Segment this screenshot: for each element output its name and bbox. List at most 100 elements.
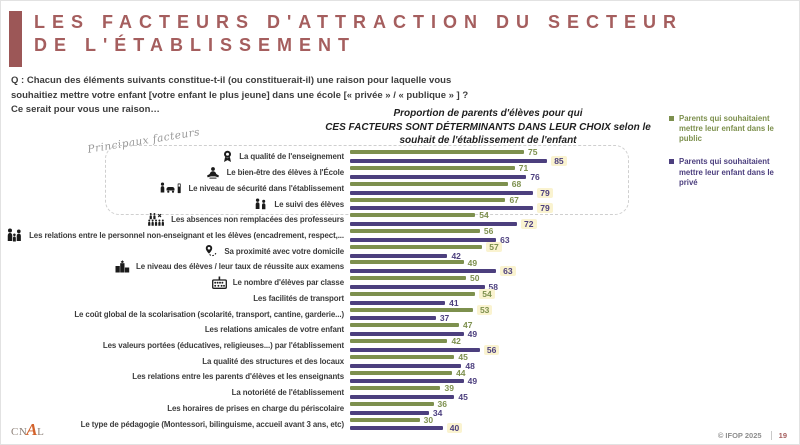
row-label-cell: Le type de pédagogie (Montessori, biling… <box>21 420 344 429</box>
row-bars: 54 41 <box>350 288 495 308</box>
public-bar <box>350 213 476 218</box>
bar-row: Les valeurs portées (éducatives, religie… <box>21 337 791 355</box>
public-bar <box>350 323 460 328</box>
row-label: Les facilités de transport <box>253 293 344 303</box>
row-label-cell: Le niveau des élèves / leur taux de réus… <box>21 260 344 273</box>
bar-row: Les relations amicales de votre enfant 4… <box>21 321 791 340</box>
row-label: Les absences non remplacées des professe… <box>171 215 344 225</box>
abacus-icon <box>211 276 227 290</box>
prive-bar <box>350 285 485 289</box>
bar-row: Les relations entre les parents d'élèves… <box>21 368 791 387</box>
bar-row: La qualité des structures et des locaux … <box>21 351 791 370</box>
row-label: La qualité de l'enseignement <box>239 152 344 162</box>
row-bars: 42 56 <box>350 337 500 355</box>
cnal-logo: CNAL <box>11 420 45 439</box>
public-bar <box>350 181 508 186</box>
row-label-cell: Le coût global de la scolarisation (scol… <box>21 310 344 319</box>
row-label-cell: Les relations entre le personnel non-ens… <box>7 228 344 242</box>
prive-bar <box>350 395 455 400</box>
prive-bar <box>350 363 462 368</box>
prive-value: 42 <box>451 250 461 261</box>
row-bars: 39 45 <box>350 384 468 401</box>
bar-rows: La qualité de l'enseignement 75 85 Le bi… <box>7 148 791 434</box>
bar-row: La notoriété de l'établissement 39 45 <box>21 384 791 401</box>
public-bar <box>350 197 506 202</box>
bar-row: Sa proximité avec votre domicile 57 42 <box>21 241 791 261</box>
footer-right: © IFOP 2025 19 <box>718 431 787 440</box>
row-bars: 67 79 <box>350 195 553 214</box>
row-bars: 53 37 <box>350 304 493 324</box>
public-value: 30 <box>423 414 434 425</box>
row-label-cell: Le bien-être des élèves à l'École <box>21 166 345 179</box>
prive-value: 63 <box>500 234 510 245</box>
bar-row: Le coût global de la scolarisation (scol… <box>21 304 791 324</box>
row-label: La notoriété de l'établissement <box>231 388 344 398</box>
row-label: La qualité des structures et des locaux <box>202 356 344 366</box>
legend-label-public: Parents qui souhaitaient mettre leur enf… <box>679 114 774 144</box>
row-label-cell: Les relations entre les parents d'élèves… <box>21 372 344 381</box>
prive-value: 85 <box>551 156 567 167</box>
public-value: 54 <box>479 288 495 299</box>
public-bar <box>350 150 524 155</box>
prive-bar <box>350 332 464 337</box>
medal-icon <box>222 150 233 163</box>
row-label-cell: La notoriété de l'établissement <box>21 388 344 397</box>
chart-title-line: CES FACTEURS SONT DÉTERMINANTS DANS LEUR… <box>325 121 651 133</box>
public-value: 54 <box>479 210 489 221</box>
prive-bar <box>350 410 429 415</box>
public-value: 56 <box>483 226 494 237</box>
row-label-cell: Le suivi des élèves <box>21 198 344 210</box>
footer: CNAL © IFOP 2025 19 <box>11 420 787 440</box>
public-bar <box>350 260 464 265</box>
prive-value: 49 <box>467 329 478 340</box>
row-label-cell: La qualité des structures et des locaux <box>21 357 344 366</box>
legend-bullet-prive-icon <box>669 159 674 165</box>
row-label: Le nombre d'élèves par classe <box>232 278 344 288</box>
prive-value: 76 <box>530 171 540 182</box>
row-label: Sa proximité avec votre domicile <box>224 246 344 256</box>
row-bars: 44 49 <box>350 368 478 387</box>
prive-bar <box>350 206 534 211</box>
prive-bar <box>350 237 497 242</box>
bar-row: Les absences non remplacées des professe… <box>21 210 791 230</box>
public-value: 36 <box>437 398 447 409</box>
public-bar <box>350 401 434 406</box>
row-label-cell: Les horaires de prises en charge du péri… <box>21 404 344 413</box>
bar-row: Le niveau de sécurité dans l'établisseme… <box>21 178 791 198</box>
chart-title: Proportion de parents d'élèves pour qui … <box>292 107 684 148</box>
bar-row: Le niveau des élèves / leur taux de réus… <box>21 258 791 277</box>
row-bars: 57 42 <box>350 241 502 261</box>
prive-value: 49 <box>467 376 478 387</box>
bar-row: Le bien-être des élèves à l'École 71 76 <box>21 164 791 182</box>
row-bars: 68 79 <box>350 178 553 198</box>
public-bar <box>350 417 420 422</box>
row-bars: 75 85 <box>350 148 567 167</box>
prive-bar <box>350 300 446 305</box>
survey-question: Q : Chacun des éléments suivants constit… <box>11 74 799 118</box>
public-value: 45 <box>458 351 468 362</box>
row-label: Le suivi des élèves <box>274 199 344 209</box>
prive-value: 41 <box>449 297 459 308</box>
prive-value: 58 <box>488 282 499 293</box>
row-label: Les horaires de prises en charge du péri… <box>167 403 344 413</box>
bar-row: Les horaires de prises en charge du péri… <box>21 398 791 418</box>
prive-value: 34 <box>432 407 443 418</box>
public-bar <box>350 307 473 312</box>
row-bars: 56 63 <box>350 226 510 245</box>
public-bar <box>350 244 483 249</box>
row-label: Le coût global de la scolarisation (scol… <box>74 309 344 319</box>
public-bar <box>350 339 448 344</box>
copyright-text: © IFOP 2025 <box>717 431 762 440</box>
title-accent-bar <box>9 11 22 67</box>
page-title: LES FACTEURS D'ATTRACTION DU SECTEUR DE … <box>34 11 683 58</box>
row-label: Le bien-être des élèves à l'École <box>226 168 345 178</box>
row-label-cell: Le niveau de sécurité dans l'établisseme… <box>21 182 344 194</box>
prive-value: 37 <box>439 313 450 324</box>
prive-bar <box>350 316 436 321</box>
row-label: Le niveau des élèves / leur taux de réus… <box>136 262 344 272</box>
public-value: 68 <box>511 178 522 189</box>
chart-area: Proportion de parents d'élèves pour qui … <box>7 108 791 435</box>
prive-bar <box>350 379 464 384</box>
prive-bar <box>350 190 534 195</box>
